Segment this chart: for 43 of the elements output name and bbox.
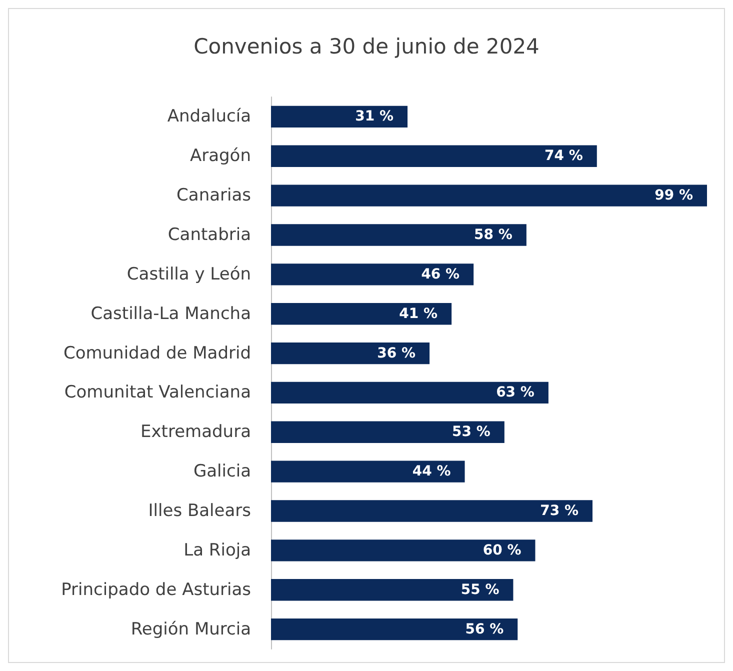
data-label: 31 % [355, 108, 394, 125]
bar [271, 264, 474, 286]
bar [271, 106, 408, 128]
y-tick-label: Cantabria [168, 225, 251, 245]
data-label: 99 % [654, 188, 693, 204]
data-label: 58 % [474, 227, 512, 243]
y-tick-label: Canarias [176, 186, 252, 206]
bar [271, 500, 592, 522]
bar [271, 224, 526, 246]
bar [271, 579, 514, 601]
y-tick-label: Región Murcia [130, 619, 251, 640]
data-label: 55 % [460, 582, 500, 598]
bar [271, 382, 548, 404]
y-tick-label: Extremadura [140, 422, 251, 442]
y-tick-label: Comunitat Valenciana [64, 382, 251, 403]
y-tick-label: Illes Balears [148, 501, 252, 521]
data-label: 36 % [377, 345, 416, 362]
bar [271, 460, 465, 482]
bar [271, 303, 452, 325]
y-tick-label: Aragón [190, 146, 251, 166]
y-tick-label: Galicia [193, 462, 251, 482]
y-tick-label: Castilla-La Mancha [90, 304, 251, 324]
y-tick-label: La Rioja [184, 540, 251, 560]
bar [271, 184, 707, 206]
data-label: 56 % [465, 621, 504, 638]
data-label: 46 % [421, 266, 460, 282]
bar [271, 618, 518, 640]
y-tick-label: Castilla y León [126, 264, 251, 284]
bar [271, 540, 536, 562]
data-label: 53 % [452, 424, 490, 440]
y-tick-label: Comunidad de Madrid [63, 343, 251, 364]
chart-title: Convenios a 30 de junio de 2024 [194, 34, 540, 58]
bar [271, 421, 504, 443]
data-label: 63 % [496, 384, 534, 401]
data-label: 74 % [544, 148, 583, 164]
data-label: 41 % [399, 306, 438, 322]
y-tick-label: Andalucía [167, 106, 251, 127]
data-label: 44 % [412, 464, 451, 480]
y-tick-label: Principado de Asturias [61, 580, 252, 600]
bar [271, 145, 597, 167]
data-label: 60 % [482, 542, 522, 558]
data-label: 73 % [540, 503, 578, 519]
bar [271, 342, 430, 364]
